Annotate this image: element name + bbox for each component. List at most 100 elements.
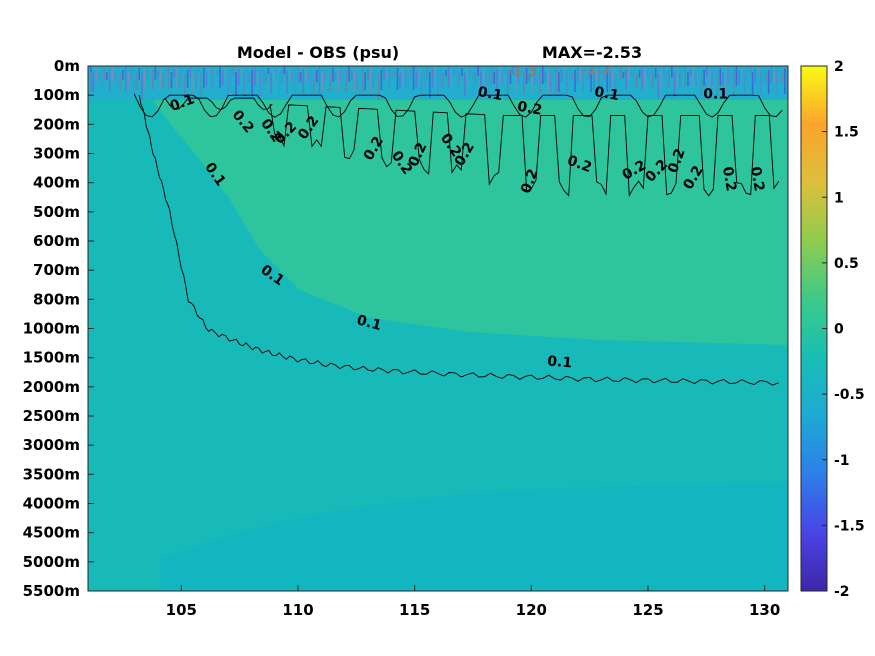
noise-stroke [695,71,697,86]
noise-stroke [402,70,404,78]
noise-stroke [738,71,740,84]
x-tick-label: 125 [632,601,663,619]
plot-area: 0.1 0.1 0.1 0.10.10.10.10.10.2 0.20.20.20.2 0… [88,66,788,591]
colorbar-tick-label: 1.5 [834,125,859,141]
y-tick-label: 700m [33,261,80,279]
noise-stroke [235,72,237,96]
noise-stroke [194,69,197,88]
colorbar-tick-label: -1 [834,453,850,469]
noise-stroke [622,72,625,78]
surface-noise-band [90,66,786,100]
noise-stroke [687,72,689,86]
noise-stroke [601,72,603,90]
noise-stroke [684,67,687,88]
y-tick-label: 1500m [23,349,80,367]
noise-stroke [730,72,732,84]
noise-stroke [342,72,345,80]
noise-stroke [278,72,280,94]
noise-stroke [652,71,654,88]
noise-stroke [340,67,342,82]
noise-stroke [765,73,767,82]
noise-stroke [593,73,595,90]
noise-stroke [162,73,165,88]
noise-stroke [213,72,216,86]
noise-stroke [617,70,619,90]
noise-stroke [767,70,770,94]
noise-stroke [275,67,278,74]
noise-stroke [520,66,522,74]
noise-stroke [299,72,302,82]
noise-stroke [205,73,208,86]
noise-stroke [159,68,162,90]
contour-label-0.1: 0.1 [168,91,197,115]
noise-stroke [356,73,358,90]
noise-stroke [566,71,568,92]
noise-stroke [186,70,189,88]
noise-stroke [754,69,757,84]
noise-stroke [377,73,380,100]
noise-stroke [127,72,130,90]
noise-stroke [149,72,151,78]
colorbar-ticks: 2 1.5 1 0.5 0 -0.5 -1 -1.5 -2 [822,59,865,600]
noise-stroke [506,73,509,94]
noise-stroke [345,69,348,92]
noise-stroke [611,68,614,80]
noise-stroke [461,68,463,76]
noise-stroke [165,70,167,78]
noise-stroke [711,69,713,86]
contour-label-0.2: 0.2 [747,165,767,192]
noise-stroke [412,66,415,90]
x-axis-ticks: 105 110 115 120 125 130 [166,585,780,619]
noise-stroke [579,72,582,80]
noise-stroke [665,72,668,98]
noise-stroke [515,72,517,94]
noise-stroke [501,71,504,84]
noise-stroke [106,72,108,80]
noise-stroke [200,71,202,98]
noise-stroke [552,70,555,82]
noise-stroke [219,66,221,88]
noise-stroke [490,67,493,86]
noise-stroke [528,73,531,82]
noise-stroke [480,71,482,96]
noise-stroke [496,69,498,96]
y-tick-label: 2500m [23,407,80,425]
noise-stroke [361,67,364,92]
noise-stroke [202,68,205,88]
colorbar-tick-label: 1 [834,190,844,206]
noise-stroke [264,71,267,84]
y-axis-ticks: 0m 100m 200m 300m 400m 500m 600m 700m 800m 1000m 1… [23,57,94,600]
noise-stroke [375,68,377,80]
noise-stroke [326,66,329,72]
noise-stroke [173,69,175,78]
noise-stroke [544,71,547,82]
contour-label-0.2: 0.2 [719,165,739,192]
noise-stroke [192,72,194,98]
noise-stroke [410,69,412,78]
noise-stroke [442,73,444,86]
noise-stroke [176,66,178,90]
noise-stroke [404,67,407,90]
noise-stroke [439,68,442,88]
noise-stroke [157,71,159,78]
noise-stroke [722,73,724,84]
noise-stroke [154,66,157,80]
y-tick-label: 200m [33,115,80,133]
noise-stroke [337,70,340,92]
y-tick-label: 3000m [23,436,80,454]
noise-stroke [504,68,506,74]
noise-stroke [708,72,711,96]
noise-stroke [437,71,439,98]
noise-stroke [692,66,695,88]
noise-stroke [781,71,783,82]
noise-stroke [184,73,186,98]
noise-stroke [92,71,95,92]
noise-stroke [434,66,436,78]
noise-stroke [749,67,751,74]
noise-stroke [332,68,334,82]
noise-stroke [531,70,533,94]
noise-stroke [549,73,552,92]
noise-stroke [124,67,127,92]
noise-stroke [606,66,609,92]
